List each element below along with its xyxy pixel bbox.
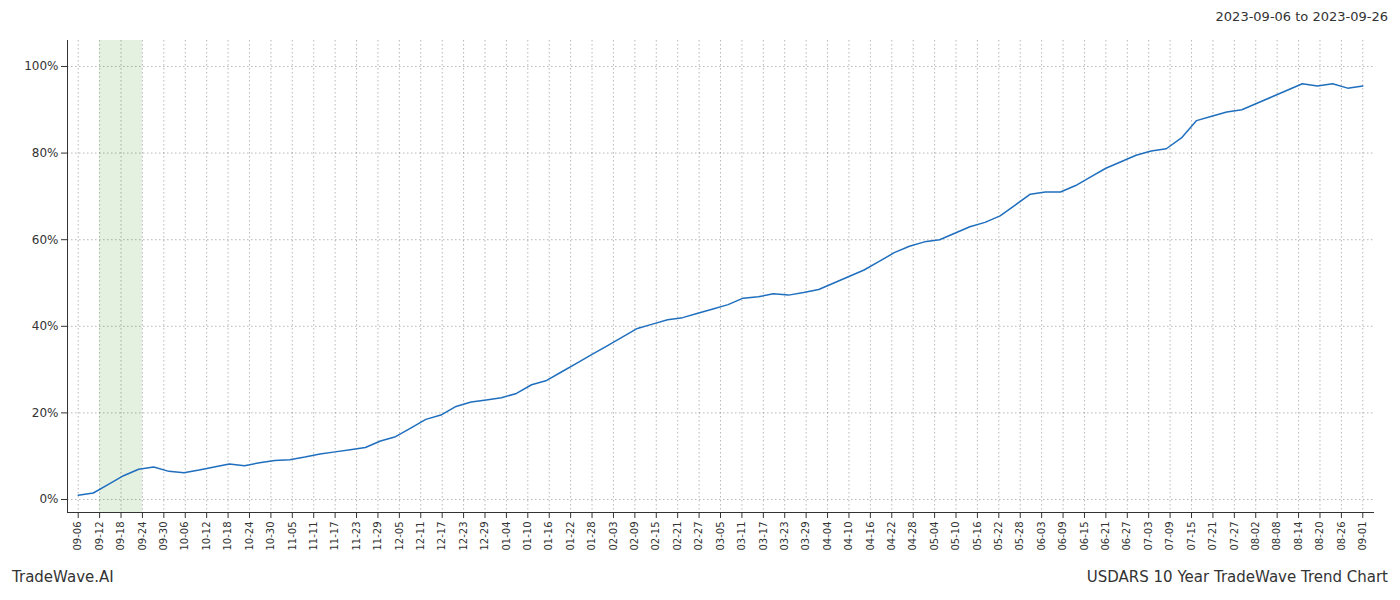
svg-text:11-05: 11-05	[287, 522, 298, 551]
svg-text:08-08: 08-08	[1271, 522, 1282, 551]
svg-text:05-10: 05-10	[950, 522, 961, 551]
html-text:TradeWave.AI: TradeWave.AI	[12, 568, 114, 586]
svg-text:100%: 100%	[24, 59, 58, 73]
svg-text:03-17: 03-17	[758, 522, 769, 551]
svg-text:09-12: 09-12	[94, 522, 105, 551]
svg-text:09-30: 09-30	[158, 522, 169, 551]
svg-text:08-14: 08-14	[1293, 522, 1304, 551]
svg-text:01-16: 01-16	[543, 522, 554, 551]
svg-text:60%: 60%	[32, 233, 59, 247]
svg-text:06-27: 06-27	[1121, 522, 1132, 551]
svg-text:10-12: 10-12	[201, 522, 212, 551]
svg-text:06-21: 06-21	[1100, 522, 1111, 551]
svg-text:05-28: 05-28	[1014, 522, 1025, 551]
svg-text:11-17: 11-17	[329, 522, 340, 551]
svg-text:01-22: 01-22	[565, 522, 576, 551]
svg-text:08-20: 08-20	[1314, 522, 1325, 551]
svg-text:07-21: 07-21	[1207, 522, 1218, 551]
svg-text:04-22: 04-22	[886, 522, 897, 551]
svg-text:40%: 40%	[32, 319, 59, 333]
svg-text:09-06: 09-06	[72, 522, 83, 551]
svg-text:02-21: 02-21	[672, 522, 683, 551]
svg-text:09-18: 09-18	[115, 522, 126, 551]
svg-text:03-23: 03-23	[779, 522, 790, 551]
svg-text:03-11: 03-11	[736, 522, 747, 551]
svg-text:05-22: 05-22	[993, 522, 1004, 551]
svg-text:03-29: 03-29	[800, 522, 811, 551]
svg-text:08-02: 08-02	[1250, 522, 1261, 551]
svg-text:12-29: 12-29	[479, 522, 490, 551]
svg-text:06-03: 06-03	[1036, 522, 1047, 551]
svg-text:10-06: 10-06	[179, 522, 190, 551]
svg-text:20%: 20%	[32, 406, 59, 420]
html-text:USDARS 10 Year TradeWave Trend: USDARS 10 Year TradeWave Trend Chart	[1086, 568, 1388, 586]
svg-text:04-10: 04-10	[843, 522, 854, 551]
svg-text:11-11: 11-11	[308, 522, 319, 551]
svg-text:07-09: 07-09	[1164, 522, 1175, 551]
svg-text:07-15: 07-15	[1186, 522, 1197, 551]
svg-text:80%: 80%	[32, 146, 59, 160]
svg-text:10-18: 10-18	[222, 522, 233, 551]
svg-text:02-27: 02-27	[693, 522, 704, 551]
svg-text:06-15: 06-15	[1079, 522, 1090, 551]
svg-text:03-05: 03-05	[715, 522, 726, 551]
svg-text:06-09: 06-09	[1057, 522, 1068, 551]
svg-text:04-04: 04-04	[822, 522, 833, 551]
svg-text:12-05: 12-05	[394, 522, 405, 551]
svg-text:02-15: 02-15	[650, 522, 661, 551]
svg-text:05-04: 05-04	[929, 522, 940, 551]
svg-text:08-26: 08-26	[1336, 522, 1347, 551]
svg-text:0%: 0%	[39, 492, 58, 506]
svg-text:07-27: 07-27	[1229, 522, 1240, 551]
svg-text:10-30: 10-30	[265, 522, 276, 551]
svg-text:01-10: 01-10	[522, 522, 533, 551]
svg-text:04-28: 04-28	[907, 522, 918, 551]
svg-text:12-17: 12-17	[436, 522, 447, 551]
svg-text:10-24: 10-24	[244, 522, 255, 551]
svg-text:02-09: 02-09	[629, 522, 640, 551]
svg-text:02-03: 02-03	[608, 522, 619, 551]
svg-text:11-23: 11-23	[351, 522, 362, 551]
svg-text:05-16: 05-16	[972, 522, 983, 551]
svg-text:12-11: 12-11	[415, 522, 426, 551]
svg-text:09-01: 09-01	[1357, 522, 1368, 551]
svg-text:07-03: 07-03	[1143, 522, 1154, 551]
svg-text:12-23: 12-23	[458, 522, 469, 551]
svg-text:01-04: 01-04	[501, 522, 512, 551]
svg-text:04-16: 04-16	[865, 522, 876, 551]
html-text:2023-09-06 to 2023-09-26: 2023-09-06 to 2023-09-26	[1215, 9, 1388, 24]
svg-text:11-29: 11-29	[372, 522, 383, 551]
svg-text:01-28: 01-28	[586, 522, 597, 551]
svg-text:09-24: 09-24	[137, 522, 148, 551]
